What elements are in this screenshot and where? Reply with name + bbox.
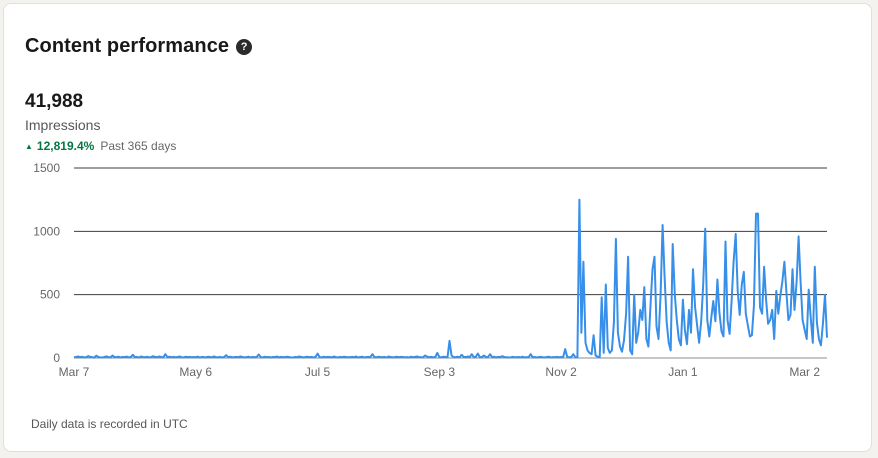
y-tick-label: 1000 [33, 224, 60, 238]
trend-up-icon: ▲ [25, 141, 33, 151]
y-tick-label: 1500 [33, 161, 60, 175]
title-row: Content performance ? [25, 35, 253, 58]
y-tick-label: 500 [40, 288, 60, 302]
card-title: Content performance [25, 35, 230, 57]
impressions-count: 41,988 [25, 91, 84, 112]
impressions-line-chart[interactable]: 0 500 1000 1500 Mar 7 May 6 Jul 5 Sep 3 Nov 2 Jan… [4, 154, 864, 394]
x-tick-label: Mar 2 [789, 365, 820, 379]
impressions-label: Impressions [25, 117, 101, 133]
x-tick-label: Sep 3 [424, 365, 456, 379]
change-period: Past 365 days [100, 139, 177, 153]
y-tick-label: 0 [53, 351, 60, 365]
change-percent: 12,819.4% [36, 139, 95, 153]
question-mark-icon[interactable]: ? [236, 38, 253, 55]
footnote: Daily data is recorded in UTC [31, 417, 188, 431]
x-tick-label: Jul 5 [305, 365, 331, 379]
x-tick-label: May 6 [179, 365, 212, 379]
x-tick-label: Jan 1 [668, 365, 698, 379]
content-performance-card: Content performance ? 41,988 Impressions… [3, 3, 872, 452]
change-indicator: ▲ 12,819.4% Past 365 days [25, 139, 176, 153]
impressions-series-line[interactable] [73, 198, 828, 359]
x-tick-label: Mar 7 [59, 365, 90, 379]
x-tick-label: Nov 2 [545, 365, 577, 379]
